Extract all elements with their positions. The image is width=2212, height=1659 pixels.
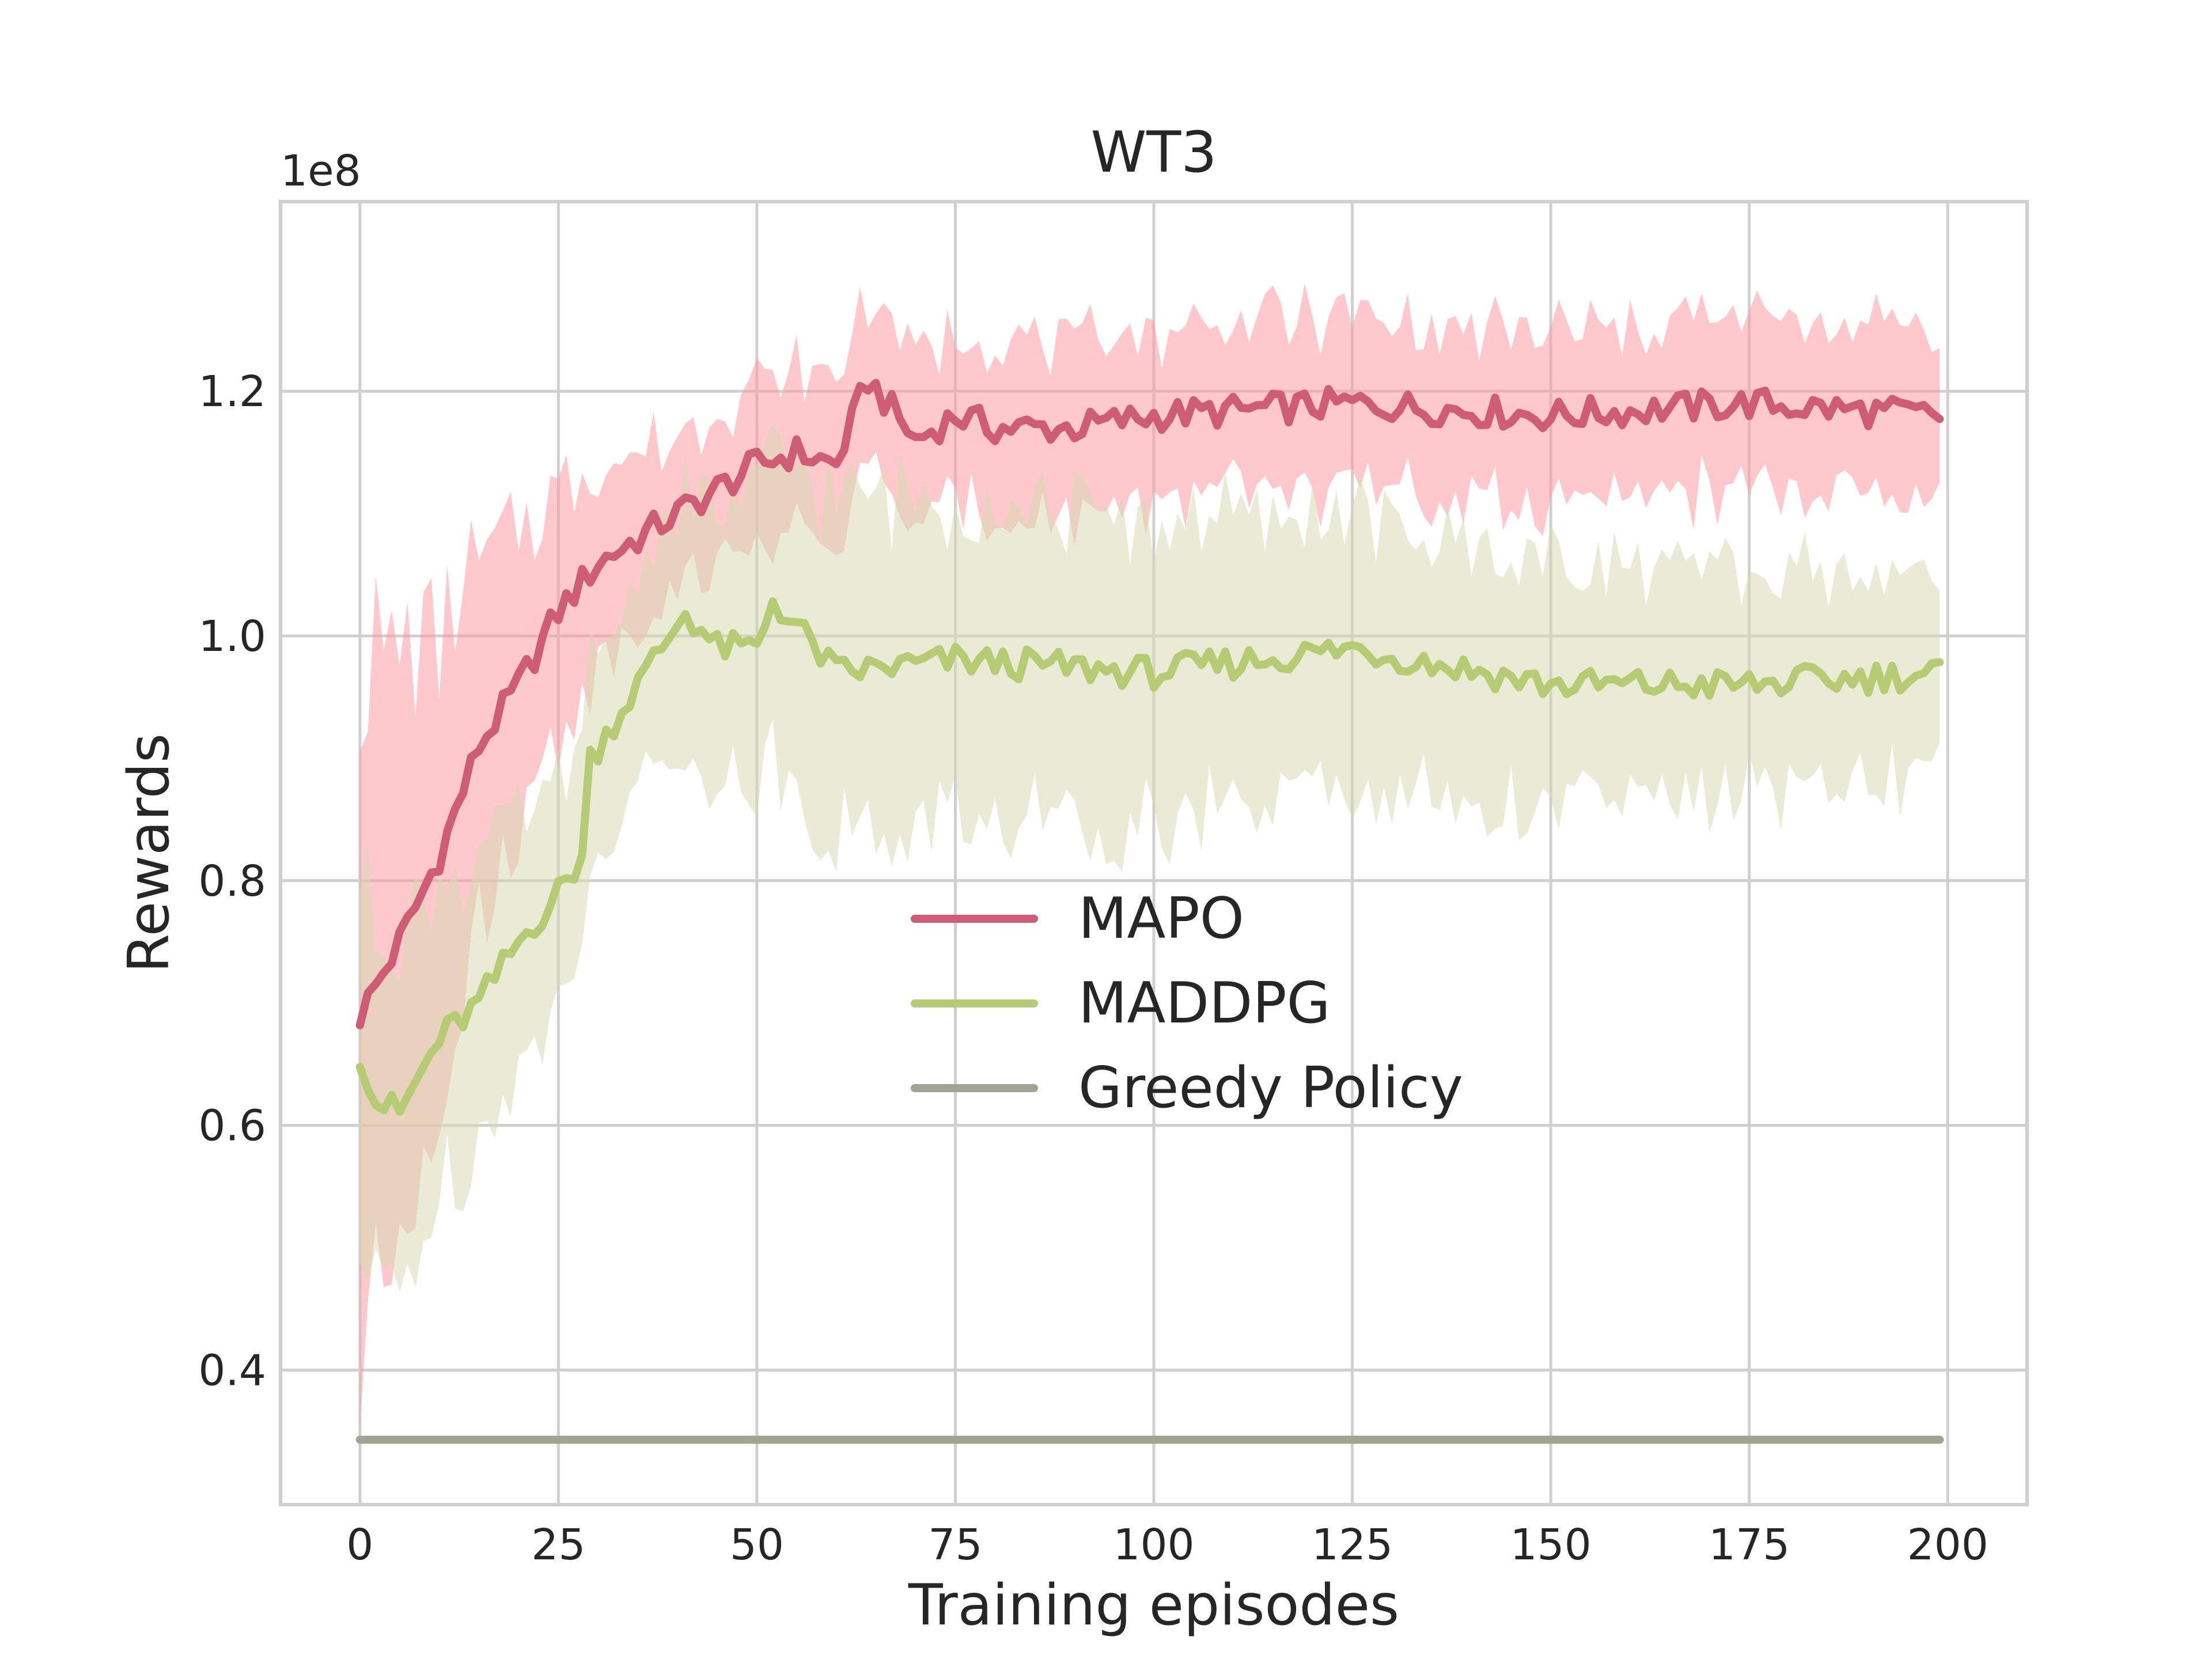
y-tick-label: 1.2: [198, 367, 266, 416]
x-tick-label: 125: [1312, 1520, 1393, 1570]
legend-label-mapo: MAPO: [1078, 886, 1244, 952]
x-tick-label: 200: [1907, 1520, 1988, 1570]
y-tick-label: 1.0: [198, 612, 266, 661]
x-tick-label: 100: [1113, 1520, 1194, 1570]
x-tick-label: 75: [928, 1520, 982, 1570]
legend-label-maddpg: MADDPG: [1078, 971, 1331, 1036]
x-axis-label: Training episodes: [908, 1573, 1399, 1638]
x-tick-label: 150: [1510, 1520, 1591, 1570]
x-tick-label: 25: [531, 1520, 585, 1570]
x-tick-label: 175: [1709, 1520, 1790, 1570]
line-maddpg: [355, 597, 1944, 1116]
y-axis-label: Rewards: [116, 733, 182, 973]
plot-frame: [279, 200, 2029, 1506]
y-tick-labels: 0.4 0.6 0.8 1.0 1.2: [198, 367, 266, 1395]
band-mapo: [359, 283, 1940, 1428]
y-scale-label: 1e8: [281, 146, 361, 196]
y-tick-label: 0.4: [198, 1346, 266, 1395]
y-tick-label: 0.6: [198, 1101, 266, 1151]
y-tick-label: 0.8: [198, 857, 266, 906]
line-mapo: [355, 378, 1944, 1029]
legend: MAPO MADDPG Greedy Policy: [911, 886, 1463, 1121]
x-tick-label: 0: [346, 1520, 373, 1570]
x-tick-labels: 0 25 50 75 100 125 150 175 200: [346, 1520, 1988, 1570]
series-lines: [355, 378, 1944, 1444]
legend-label-greedy-policy: Greedy Policy: [1078, 1055, 1463, 1121]
x-tick-label: 50: [730, 1520, 784, 1570]
chart-title: WT3: [1090, 120, 1217, 185]
